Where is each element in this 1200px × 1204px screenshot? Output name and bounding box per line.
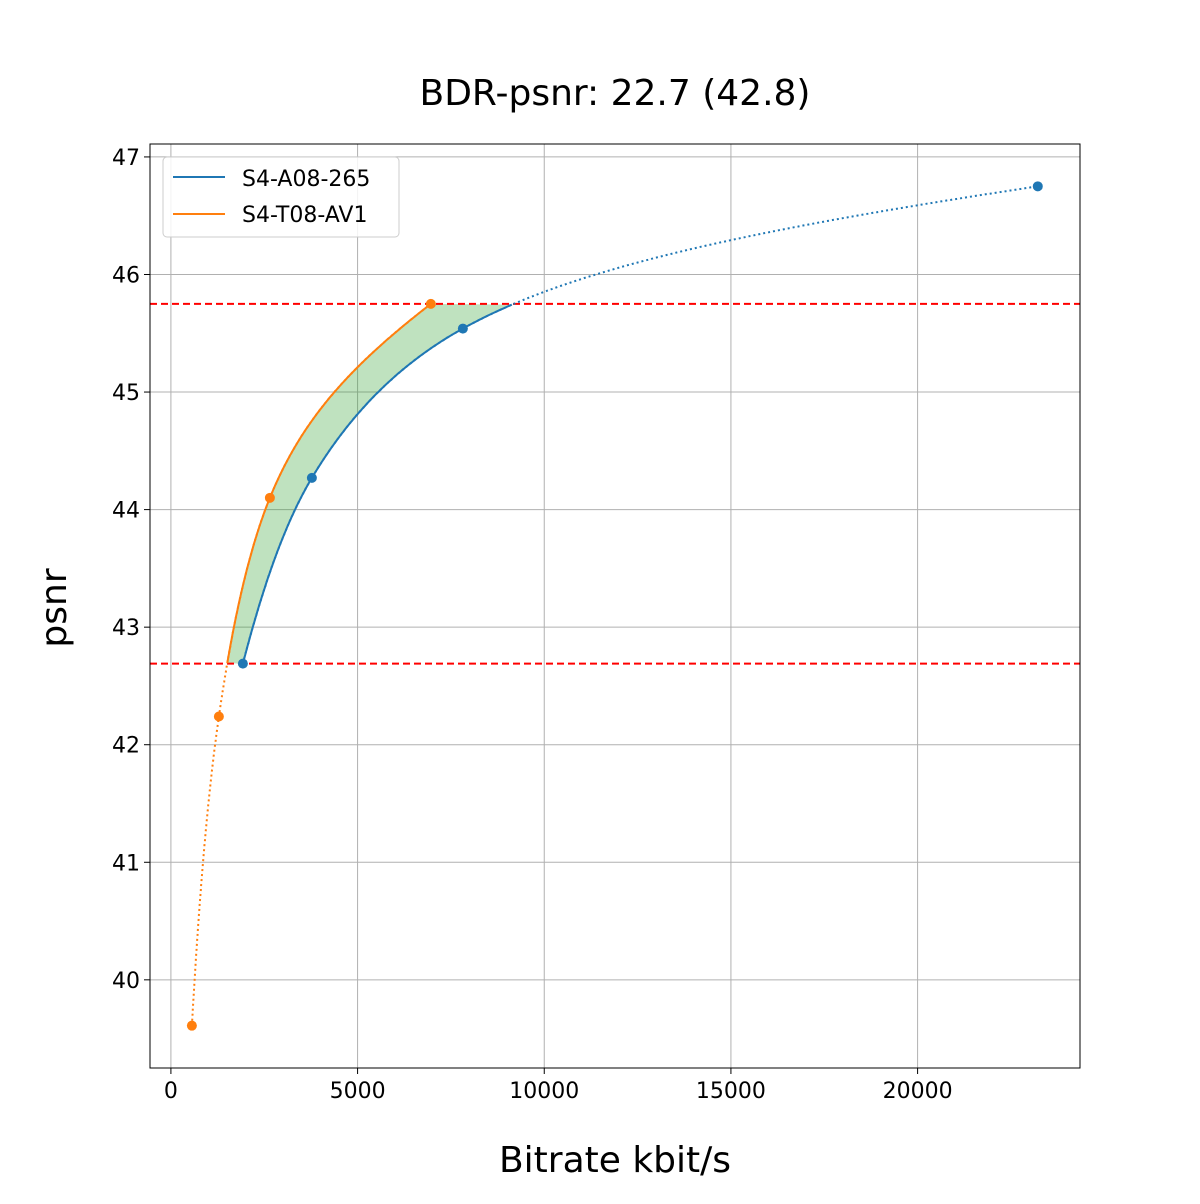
data-point-1 <box>213 711 224 722</box>
data-point-0 <box>457 323 468 334</box>
y-axis-label: psnr <box>34 568 75 647</box>
y-tick-label: 47 <box>112 146 140 171</box>
series-dotted-0 <box>241 185 1038 664</box>
data-point-1 <box>264 492 275 503</box>
plot-frame <box>149 143 1081 1069</box>
x-tick-label: 15000 <box>696 1079 766 1104</box>
y-tick-label: 46 <box>112 263 140 288</box>
y-tick-label: 41 <box>112 851 140 876</box>
x-tick-label: 20000 <box>883 1079 953 1104</box>
legend: S4-A08-265 S4-T08-AV1 <box>162 156 400 238</box>
grid <box>150 144 1080 1068</box>
reference-lines <box>150 302 1080 665</box>
data-point-0 <box>1032 181 1043 192</box>
series-layer <box>186 181 1043 1031</box>
legend-label-1: S4-T08-AV1 <box>242 203 367 228</box>
legend-label-0: S4-A08-265 <box>242 167 370 192</box>
y-tick-label: 45 <box>112 381 140 406</box>
data-point-0 <box>306 472 317 483</box>
y-tick-label: 44 <box>112 499 140 524</box>
data-point-0 <box>237 658 248 669</box>
y-tick-label: 43 <box>112 616 140 641</box>
x-axis-label: Bitrate kbit/s <box>499 1140 731 1181</box>
series-line-1 <box>226 303 432 664</box>
ticks: 0 5000 10000 15000 20000 40 41 42 43 44 45 46 47 <box>112 146 953 1104</box>
x-tick-label: 10000 <box>509 1079 579 1104</box>
chart-title: BDR-psnr: 22.7 (42.8) <box>420 73 811 114</box>
bdr-area <box>227 303 512 664</box>
y-tick-label: 42 <box>112 734 140 759</box>
x-tick-label: 0 <box>164 1079 178 1104</box>
series-line-0 <box>241 303 513 664</box>
data-point-1 <box>425 298 436 309</box>
x-tick-label: 5000 <box>330 1079 386 1104</box>
y-tick-label: 40 <box>112 969 140 994</box>
bdr-fill-area <box>227 303 512 664</box>
data-point-1 <box>186 1020 197 1031</box>
series-dotted-1 <box>190 303 432 1026</box>
